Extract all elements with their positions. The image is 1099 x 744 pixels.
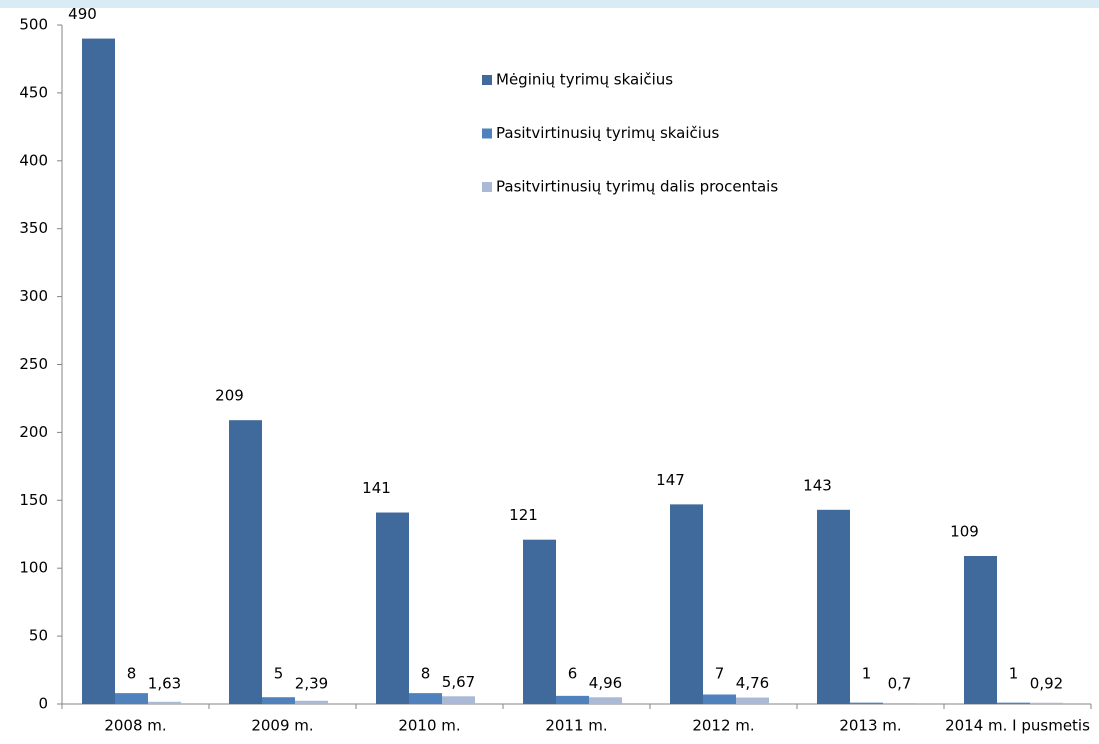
y-tick-label: 400	[19, 151, 48, 169]
bar	[589, 697, 622, 704]
bar	[736, 697, 769, 704]
y-tick-label: 200	[19, 423, 48, 441]
x-tick-label: 2009 m.	[251, 717, 313, 735]
data-label: 5	[274, 665, 284, 683]
bar	[964, 555, 997, 704]
bar	[1030, 702, 1063, 704]
legend-swatch	[482, 75, 492, 85]
legend-label: Pasitvirtinusių tyrimų skaičius	[496, 124, 719, 142]
bar	[883, 703, 916, 704]
bar	[82, 38, 115, 704]
y-tick-label: 500	[19, 16, 48, 34]
data-label: 6	[568, 665, 578, 683]
data-label: 4,96	[589, 674, 622, 692]
x-tick-label: 2013 m.	[839, 717, 901, 735]
bar	[295, 700, 328, 704]
bar	[148, 701, 181, 704]
y-tick-label: 50	[29, 627, 48, 645]
y-tick-label: 450	[19, 83, 48, 101]
data-label: 0,92	[1030, 675, 1063, 693]
data-label: 209	[215, 387, 244, 405]
x-tick-label: 2010 m.	[398, 717, 460, 735]
legend-label: Mėginių tyrimų skaičius	[496, 71, 673, 89]
bar	[442, 696, 475, 704]
bar	[997, 702, 1030, 704]
x-tick-label: 2011 m.	[545, 717, 607, 735]
legend-swatch	[482, 128, 492, 139]
data-label: 8	[421, 665, 431, 683]
data-label: 147	[656, 471, 685, 489]
data-label: 109	[950, 522, 979, 540]
legend-swatch	[482, 182, 492, 192]
data-label: 143	[803, 476, 832, 494]
legend-label: Pasitvirtinusių tyrimų dalis procentais	[496, 178, 778, 196]
bar	[703, 694, 736, 704]
data-label: 121	[509, 506, 538, 524]
top-band	[0, 0, 1099, 8]
bar	[262, 697, 295, 704]
bar	[850, 702, 883, 704]
x-tick-label: 2014 m. I pusmetis	[945, 717, 1090, 735]
bar	[556, 695, 589, 704]
data-label: 2,39	[295, 675, 328, 693]
data-label: 1,63	[148, 675, 181, 693]
data-label: 490	[68, 5, 97, 23]
data-label: 8	[127, 665, 137, 683]
data-label: 1	[862, 665, 872, 683]
y-tick-label: 100	[19, 559, 48, 577]
data-label: 7	[715, 665, 725, 683]
bar	[409, 693, 442, 704]
bar	[817, 509, 850, 704]
bar	[670, 504, 703, 704]
x-tick-label: 2008 m.	[104, 717, 166, 735]
data-label: 0,7	[888, 675, 912, 693]
bar	[229, 420, 262, 704]
y-tick-label: 150	[19, 491, 48, 509]
y-tick-label: 250	[19, 355, 48, 373]
y-tick-label: 0	[38, 695, 48, 713]
data-label: 4,76	[736, 674, 769, 692]
x-tick-label: 2012 m.	[692, 717, 754, 735]
data-label: 5,67	[442, 673, 475, 691]
bar	[115, 693, 148, 704]
y-tick-label: 350	[19, 219, 48, 237]
y-tick-label: 300	[19, 287, 48, 305]
data-label: 141	[362, 479, 391, 497]
data-label: 1	[1009, 665, 1019, 683]
bar	[376, 512, 409, 704]
bar	[523, 539, 556, 704]
